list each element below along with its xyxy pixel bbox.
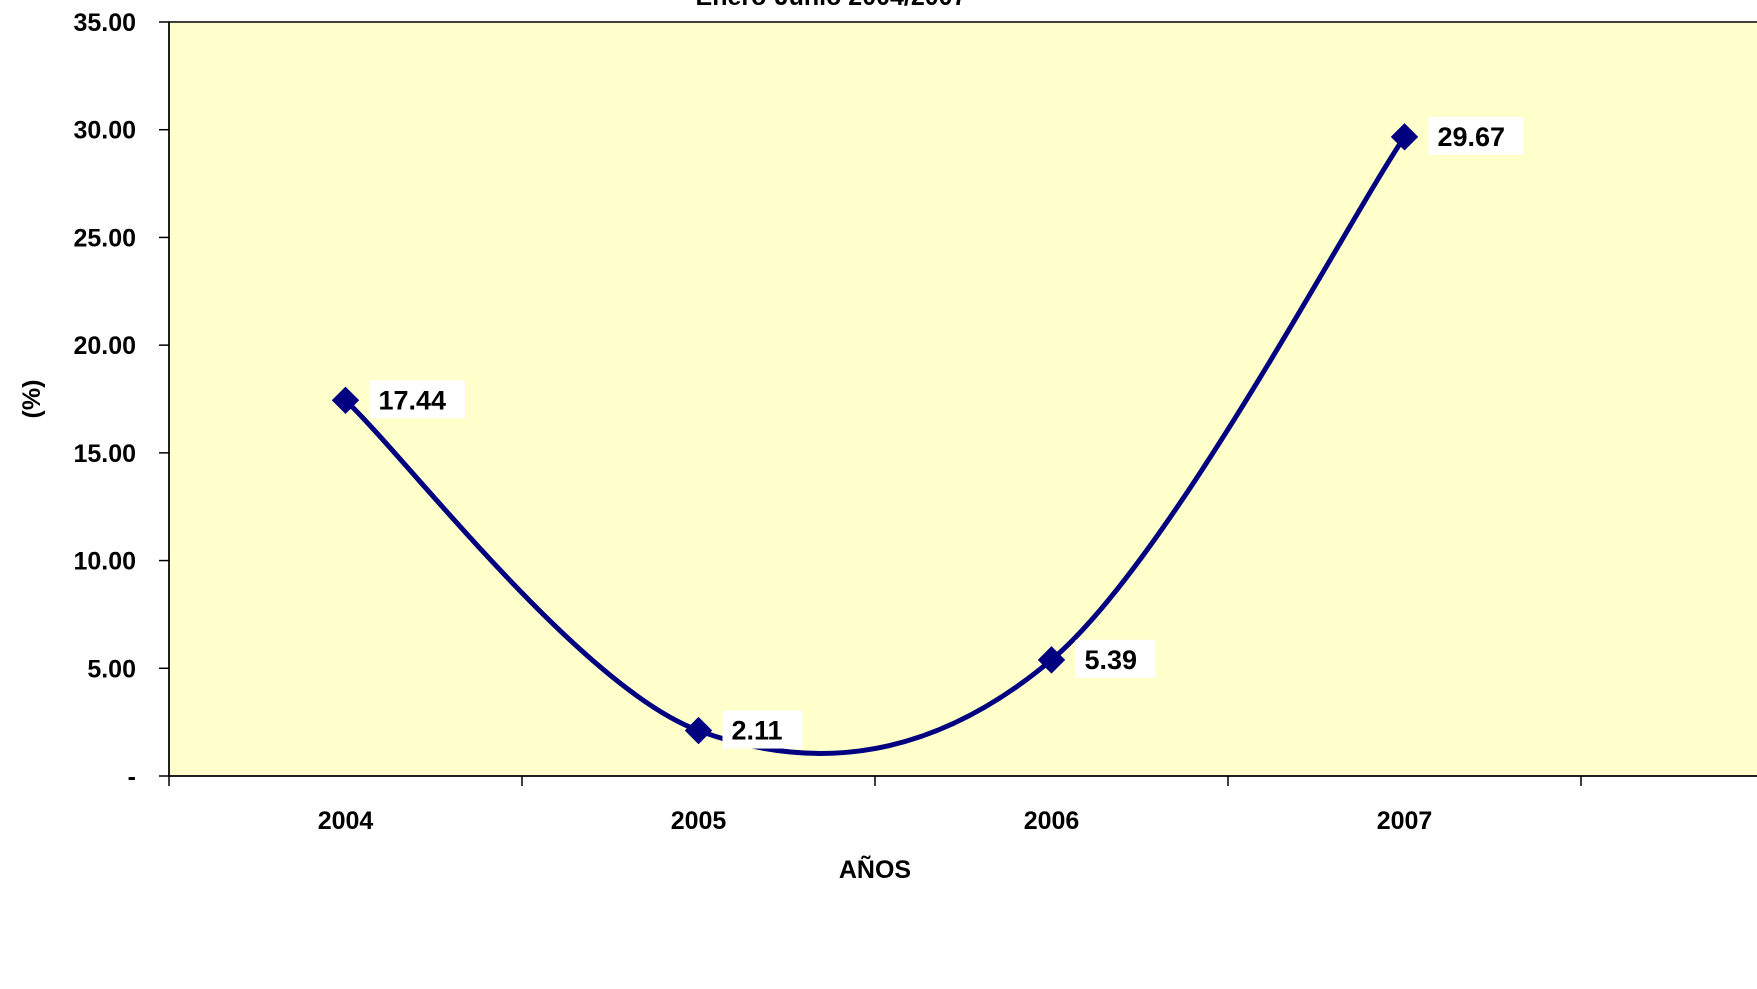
data-label-box xyxy=(369,380,465,419)
data-label: 17.44 xyxy=(369,380,465,419)
data-point-marker xyxy=(331,386,360,414)
y-axis: - 5.00 10.00 15.00 20.00 25.00 30.00 35.00 xyxy=(73,9,170,791)
y-tick-label: 15.00 xyxy=(73,440,136,468)
y-axis-title: (%) xyxy=(18,380,46,419)
data-labels: 17.44 2.11 5.39 29.67 xyxy=(369,116,1524,749)
data-label-box xyxy=(1075,639,1156,678)
data-label: 5.39 xyxy=(1075,639,1156,678)
data-label: 2.11 xyxy=(722,710,803,749)
data-point-marker xyxy=(1390,123,1419,151)
data-label-text: 17.44 xyxy=(379,385,447,415)
y-tick-label: 20.00 xyxy=(73,332,136,360)
data-label-text: 2.11 xyxy=(732,716,783,746)
chart-title: Enero-Junio 2004/2007 xyxy=(696,0,967,11)
data-label-box xyxy=(722,710,803,749)
data-point-marker xyxy=(684,716,713,745)
series-markers xyxy=(331,123,1419,745)
x-axis-title: AÑOS xyxy=(839,854,911,884)
x-tick-label: 2007 xyxy=(1377,807,1433,835)
data-label-text: 29.67 xyxy=(1438,122,1506,152)
data-label-text: 5.39 xyxy=(1085,645,1138,675)
data-label-box xyxy=(1428,116,1524,155)
y-tick-label: 35.00 xyxy=(73,9,136,37)
data-label: 29.67 xyxy=(1428,116,1524,155)
series-line xyxy=(343,135,1407,756)
x-tick-label: 2006 xyxy=(1024,807,1080,835)
y-tick-label: - xyxy=(128,763,136,791)
y-tick-label: 5.00 xyxy=(87,655,136,683)
x-axis: 2004 2005 2006 2007 xyxy=(168,775,1757,835)
y-tick-label: 10.00 xyxy=(73,548,136,576)
x-tick-label: 2004 xyxy=(318,807,374,835)
y-tick-label: 25.00 xyxy=(73,224,136,252)
data-point-marker xyxy=(1037,646,1066,674)
x-tick-label: 2005 xyxy=(671,807,727,835)
y-tick-label: 30.00 xyxy=(73,117,136,145)
